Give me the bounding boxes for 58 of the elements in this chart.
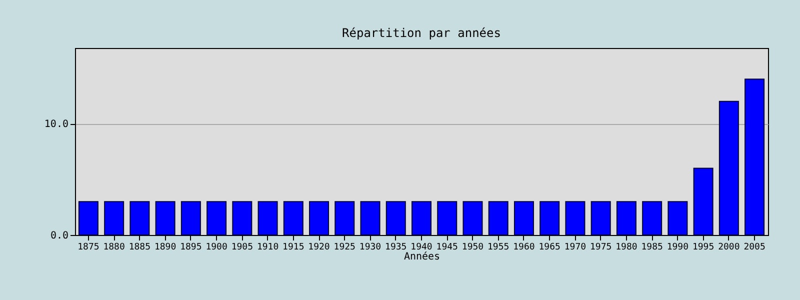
bar — [155, 201, 176, 236]
y-tick-label: 10.0 — [44, 119, 68, 130]
bar — [180, 201, 201, 236]
x-tick-label: 1930 — [359, 242, 382, 252]
x-axis-title: Années — [404, 252, 440, 262]
bar — [386, 201, 406, 236]
x-tick-label: 1940 — [410, 242, 432, 252]
x-tick-label: 1945 — [436, 242, 458, 252]
x-tick-label: 2000 — [718, 242, 740, 252]
x-tick-label: 1900 — [206, 242, 228, 252]
bar — [283, 201, 304, 236]
bar — [78, 201, 98, 236]
x-tick-label: 1985 — [641, 242, 663, 252]
x-tick-label: 1895 — [180, 242, 202, 252]
bar — [565, 201, 586, 236]
x-tick-label: 1990 — [666, 242, 689, 252]
x-tick-label: 1890 — [154, 242, 176, 252]
bar — [206, 201, 227, 236]
bar — [744, 78, 765, 236]
x-tick-label: 1875 — [78, 242, 100, 252]
bar — [616, 201, 636, 236]
bar — [334, 201, 355, 236]
bar — [309, 201, 330, 236]
chart-title: Répartition par années — [342, 26, 501, 40]
bar — [642, 201, 662, 236]
bar — [514, 201, 534, 236]
x-tick-label: 2005 — [744, 242, 766, 252]
bar — [104, 201, 124, 236]
x-tick-label: 1935 — [385, 242, 407, 252]
x-tick-label: 1915 — [282, 242, 304, 252]
x-tick-label: 1965 — [538, 242, 560, 252]
x-tick-label: 1975 — [590, 242, 612, 252]
x-tick-label: 1880 — [103, 242, 125, 252]
bar — [462, 201, 483, 236]
bar — [693, 168, 714, 236]
x-tick-label: 1950 — [462, 242, 484, 252]
bar — [540, 201, 560, 236]
bar — [718, 100, 739, 236]
bar — [232, 201, 252, 236]
x-tick-label: 1925 — [334, 242, 356, 252]
x-tick-label: 1955 — [488, 242, 510, 252]
bar — [360, 201, 380, 236]
bar — [437, 201, 458, 236]
bar — [488, 201, 508, 236]
x-tick-label: 1960 — [513, 242, 535, 252]
bar — [258, 201, 278, 236]
x-tick-label: 1885 — [128, 242, 151, 252]
bar — [130, 201, 150, 236]
x-tick-label: 1910 — [256, 242, 279, 252]
y-tick-label: 0.0 — [50, 230, 68, 242]
x-tick-label: 1905 — [231, 242, 254, 252]
x-tick-label: 1995 — [692, 242, 714, 252]
bar — [668, 201, 688, 236]
x-tick-label: 1920 — [308, 242, 330, 252]
bar — [412, 201, 432, 236]
bar — [590, 201, 611, 236]
x-tick-label: 1980 — [616, 242, 638, 252]
x-tick-label: 1970 — [564, 242, 586, 252]
